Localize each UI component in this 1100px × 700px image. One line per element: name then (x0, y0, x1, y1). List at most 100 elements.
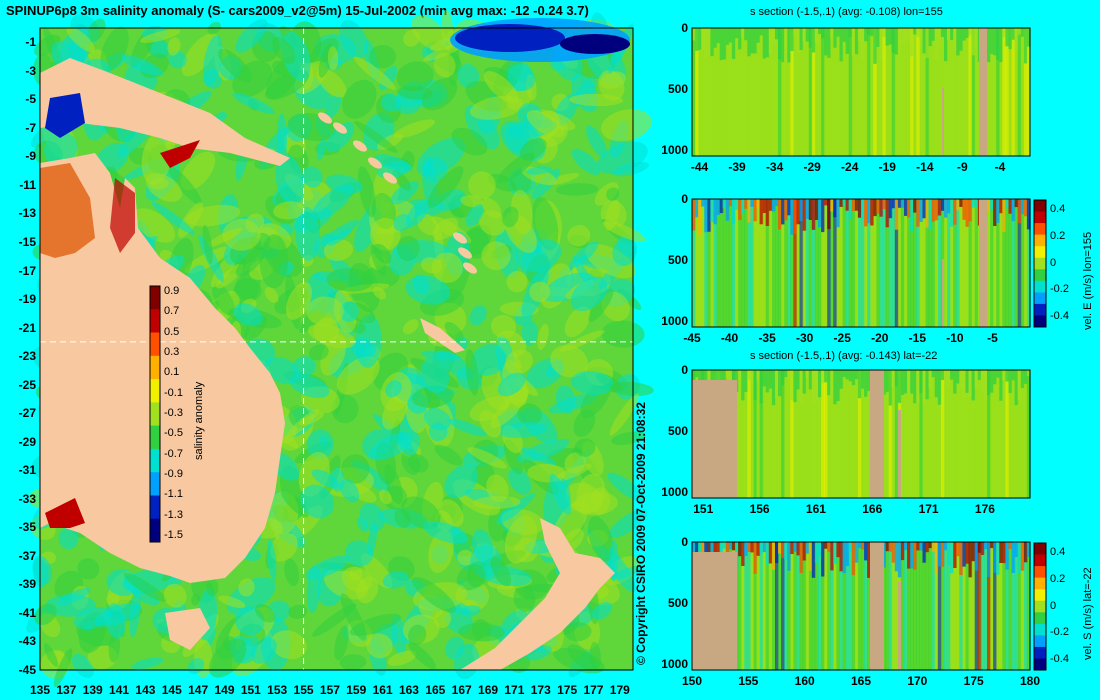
surface-layer (950, 28, 954, 40)
section-column (928, 370, 933, 498)
surface-layer (833, 370, 837, 405)
section-column (756, 370, 761, 498)
salinity-patch (412, 274, 430, 295)
section-column (947, 542, 951, 670)
surface-layer (719, 28, 724, 61)
section-column (1023, 28, 1028, 156)
surface-layer (848, 542, 853, 552)
salinity-patch (588, 288, 614, 322)
salinity-patch (232, 92, 275, 114)
colorbar-segment (1034, 635, 1046, 648)
surface-layer (900, 542, 905, 561)
surface-layer (710, 28, 715, 57)
surface-layer (741, 370, 745, 401)
map-colorbar-tick: 0.5 (164, 325, 180, 338)
salinity-patch (393, 213, 412, 232)
section-column (987, 199, 991, 327)
section-column (867, 199, 871, 327)
section-column (692, 199, 696, 327)
surface-layer (799, 28, 804, 50)
salinity-patch (431, 252, 463, 283)
surface-layer (741, 542, 745, 566)
section-column (1008, 542, 1013, 670)
section-column (725, 28, 730, 156)
section-column (744, 370, 748, 498)
surface-layer (1014, 28, 1019, 53)
surface-layer (710, 199, 715, 222)
section-colorbar-tick: -0.4 (1050, 653, 1069, 665)
surface-layer (725, 28, 730, 45)
colorbar-segment (150, 495, 160, 520)
salinity-patch (306, 296, 344, 327)
salinity-patch (340, 593, 367, 641)
section-column (910, 199, 914, 327)
surface-layer (775, 370, 779, 399)
salinity-patch (611, 431, 646, 445)
salinity-patch (481, 241, 511, 271)
section-column (959, 542, 963, 670)
section-column (818, 28, 822, 156)
salinity-patch (141, 132, 172, 185)
surface-layer (765, 199, 770, 226)
salinity-patch (208, 638, 247, 678)
section-column (980, 542, 985, 670)
surface-layer (744, 28, 748, 41)
salinity-patch (412, 576, 456, 613)
section-colorbar-tick: 0 (1050, 599, 1057, 612)
section-column (836, 199, 841, 327)
salinity-patch (334, 625, 349, 661)
colorbar-segment (1034, 600, 1046, 613)
map-y-tick: -41 (18, 605, 36, 620)
surface-layer (824, 370, 828, 383)
section-column (870, 199, 874, 327)
salinity-patch (368, 44, 396, 69)
surface-layer (962, 199, 967, 220)
section-column (959, 199, 963, 327)
section-column (1011, 370, 1016, 498)
section-frame (691, 198, 1031, 328)
section-y-tick: 500 (667, 252, 688, 267)
surface-layer (996, 542, 1000, 575)
section-land (898, 410, 901, 498)
surface-layer (993, 370, 997, 385)
section-column (759, 370, 764, 498)
section-x-tick: -19 (878, 160, 896, 174)
section-column (775, 542, 779, 670)
salinity-patch (481, 197, 502, 219)
salinity-patch (280, 489, 309, 518)
salinity-patch (570, 371, 614, 395)
section-y-tick: 0 (681, 21, 688, 35)
salinity-patch (570, 276, 608, 312)
surface-layer (731, 542, 736, 551)
surface-layer (891, 199, 896, 209)
surface-layer (790, 370, 794, 401)
surface-layer (987, 542, 991, 577)
salinity-patch (87, 18, 106, 42)
island-land (463, 262, 477, 274)
section-column (879, 199, 884, 327)
salinity-map (26, 9, 654, 688)
salinity-patch (602, 221, 646, 242)
surface-layer (728, 28, 733, 43)
surface-layer (765, 370, 770, 393)
surface-layer (830, 370, 834, 399)
copyright-text: © Copyright CSIRO 2009 07-Oct-2009 21:08… (634, 402, 648, 665)
surface-layer (768, 28, 773, 55)
section-column (1026, 370, 1031, 498)
section-x-tick: -24 (841, 160, 859, 174)
map-y-tick: -11 (19, 177, 36, 192)
section-column (768, 28, 773, 156)
surface-layer (1020, 199, 1025, 215)
surface-layer (983, 370, 988, 400)
salinity-patch (286, 282, 312, 320)
section-column (695, 199, 699, 327)
surface-layer (851, 199, 856, 211)
section-column (796, 28, 801, 156)
salinity-patch (542, 272, 596, 303)
section-column (796, 542, 801, 670)
section-column (805, 370, 810, 498)
salinity-patch (411, 385, 454, 408)
salinity-patch (387, 650, 417, 666)
salinity-patch (354, 120, 398, 153)
surface-layer (781, 370, 785, 386)
